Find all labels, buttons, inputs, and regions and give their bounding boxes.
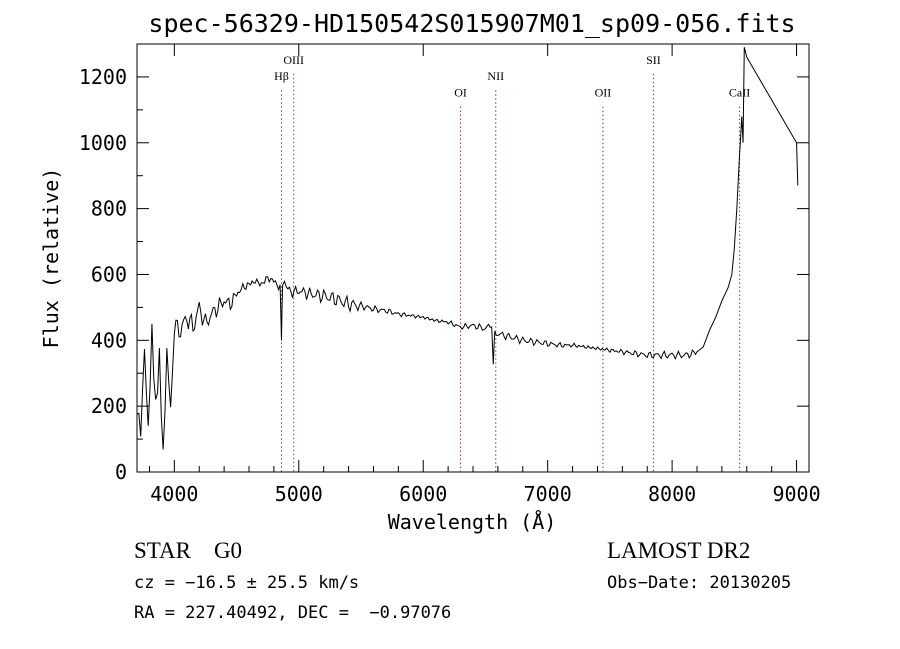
marker-label: OIII [283, 53, 304, 67]
y-tick-label: 0 [115, 460, 127, 484]
x-tick-label: 8000 [648, 482, 696, 506]
y-tick-label: 600 [91, 262, 127, 286]
marker-label: OI [454, 86, 467, 100]
spectrum-series [136, 47, 799, 450]
marker-label: OII [595, 86, 612, 100]
y-tick-label: 1200 [79, 65, 127, 89]
redshift-velocity: cz = −16.5 ± 25.5 km/s [134, 573, 360, 593]
survey-name: LAMOST DR2 [607, 538, 751, 563]
spectrum-line [136, 47, 799, 450]
observation-date: Obs−Date: 20130205 [607, 573, 792, 593]
object-classification: STAR G0 [134, 538, 243, 563]
marker-label: SII [646, 53, 661, 67]
y-tick-label: 400 [91, 328, 127, 352]
marker-label: NII [487, 69, 504, 83]
y-tick-label: 200 [91, 394, 127, 418]
x-tick-label: 7000 [524, 482, 572, 506]
y-axis-label: Flux (relative) [39, 168, 63, 349]
axis-ticks: 4000 5000 6000 7000 8000 9000 0 200 400 600 800 100… [79, 44, 821, 506]
y-tick-label: 800 [91, 197, 127, 221]
marker-label: Hβ [274, 69, 289, 83]
x-tick-label: 5000 [275, 482, 323, 506]
y-tick-label: 1000 [79, 131, 127, 155]
coordinates-radec: RA = 227.40492, DEC = −0.97076 [134, 603, 452, 623]
emission-line-markers: Hβ OIII OI NII OII SII CaII [274, 53, 750, 472]
x-tick-label: 6000 [399, 482, 447, 506]
chart-title: spec-56329-HD150542S015907M01_sp09-056.f… [148, 9, 795, 38]
x-tick-label: 9000 [772, 482, 820, 506]
x-axis-label: Wavelength (Å) [388, 510, 557, 534]
plot-frame [136, 43, 810, 473]
x-tick-label: 4000 [150, 482, 198, 506]
marker-label: CaII [729, 86, 750, 100]
